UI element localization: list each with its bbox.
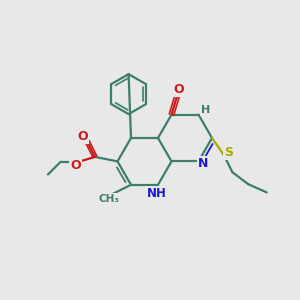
Text: H: H	[201, 105, 210, 115]
Text: NH: NH	[147, 187, 167, 200]
Text: S: S	[224, 146, 233, 159]
Text: O: O	[173, 83, 184, 96]
Text: N: N	[198, 157, 209, 170]
Text: O: O	[77, 130, 88, 143]
Text: CH₃: CH₃	[99, 194, 120, 204]
Text: O: O	[70, 159, 81, 172]
